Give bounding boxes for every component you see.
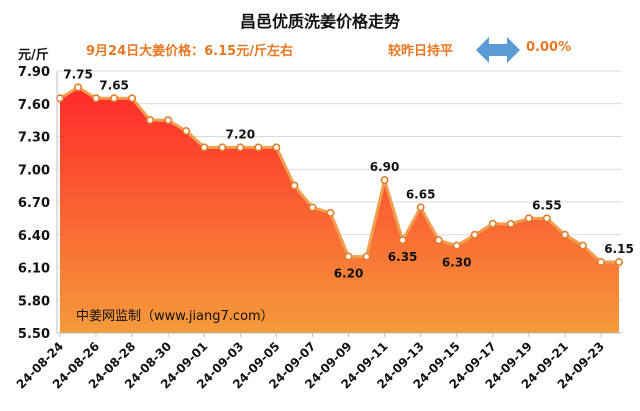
- data-label: 6.35: [388, 250, 418, 264]
- data-point: [596, 258, 605, 267]
- data-label: 6.90: [370, 160, 400, 174]
- data-point: [164, 116, 173, 125]
- data-point: [92, 94, 101, 103]
- data-point: [308, 203, 317, 212]
- data-label: 6.55: [532, 198, 562, 212]
- data-point: [290, 181, 299, 190]
- data-point: [398, 236, 407, 245]
- data-label: 6.15: [604, 242, 634, 256]
- data-point: [344, 252, 353, 261]
- data-point: [614, 258, 623, 267]
- watermark-text: 中姜网监制（www.jiang7.com）: [76, 309, 274, 324]
- data-point: [560, 230, 569, 239]
- y-tick-label: 6.70: [18, 196, 50, 211]
- y-tick-label: 7.90: [18, 65, 50, 80]
- data-point: [254, 143, 263, 152]
- data-point: [182, 127, 191, 136]
- data-label: 7.65: [99, 78, 129, 92]
- double-arrow-icon: [476, 36, 520, 64]
- data-point: [236, 143, 245, 152]
- data-point: [200, 143, 209, 152]
- data-point: [326, 208, 335, 217]
- data-point: [506, 219, 515, 228]
- data-point: [128, 94, 137, 103]
- data-point: [380, 176, 389, 185]
- data-point: [488, 219, 497, 228]
- data-label: 6.65: [406, 187, 436, 201]
- y-tick-label: 7.30: [18, 131, 50, 146]
- data-point: [452, 241, 461, 250]
- data-label: 6.30: [442, 256, 472, 270]
- data-point: [362, 252, 371, 261]
- data-point: [110, 94, 119, 103]
- data-point: [74, 83, 83, 92]
- data-point: [55, 94, 64, 103]
- price-summary: 9月24日大姜价格：6.15元/斤左右: [86, 44, 293, 59]
- data-point: [272, 143, 281, 152]
- y-tick-label: 6.10: [18, 262, 50, 277]
- change-label: 较昨日持平: [388, 44, 454, 59]
- change-percent: 0.00%: [526, 40, 572, 55]
- data-point: [218, 143, 227, 152]
- y-axis-unit: 元/斤: [18, 48, 49, 63]
- y-tick-label: 5.80: [18, 294, 50, 309]
- data-point: [524, 214, 533, 223]
- y-tick-label: 5.50: [18, 327, 50, 342]
- y-tick-label: 7.00: [18, 163, 50, 178]
- data-point: [146, 116, 155, 125]
- chart-title: 昌邑优质洗姜价格走势: [239, 12, 400, 31]
- y-tick-label: 7.60: [18, 98, 50, 113]
- data-point: [470, 230, 479, 239]
- data-point: [416, 203, 425, 212]
- price-area: [60, 87, 619, 333]
- data-point: [434, 236, 443, 245]
- data-label: 6.20: [334, 267, 364, 281]
- data-point: [542, 214, 551, 223]
- data-label: 7.20: [226, 127, 256, 141]
- data-label: 7.75: [63, 67, 93, 81]
- y-tick-label: 6.40: [18, 229, 50, 244]
- data-point: [578, 241, 587, 250]
